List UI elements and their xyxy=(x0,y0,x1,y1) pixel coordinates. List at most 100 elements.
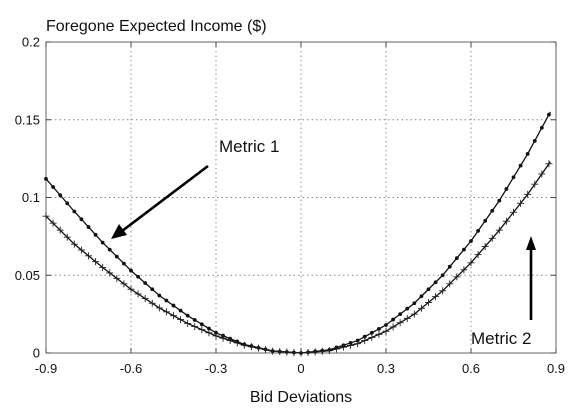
x-tick-label: -0.9 xyxy=(35,361,57,376)
metric-2-point xyxy=(368,333,376,341)
y-tick-label: 0 xyxy=(33,346,40,361)
x-tick-label: 0.3 xyxy=(377,361,395,376)
metric-2-point xyxy=(439,287,447,295)
axis-ticks: -0.9 -0.6 -0.3 0 0.3 0.6 0.9 0 0.05 0.1 0.15 0.2 xyxy=(15,35,565,377)
metric-1-arrow-head xyxy=(111,224,127,239)
metric-2-point xyxy=(269,347,277,355)
y-tick-label: 0.2 xyxy=(22,35,40,50)
metric-1-point xyxy=(185,313,190,318)
metric-1-point xyxy=(469,239,473,243)
metric-2-point xyxy=(311,348,319,356)
metric-1-point xyxy=(377,326,381,331)
metric-1-arrow-shaft xyxy=(121,164,209,233)
metric-2-point xyxy=(233,339,241,347)
metric-1-point xyxy=(447,264,452,269)
metric-1-point xyxy=(504,187,509,191)
metric-2-arrow-head xyxy=(526,236,536,250)
metric-2-point xyxy=(77,246,85,254)
chart-title: Foregone Expected Income ($) xyxy=(46,18,267,35)
metric-1-point xyxy=(192,318,197,322)
metric-2-point xyxy=(347,341,355,349)
metric-1-point xyxy=(497,198,502,203)
metric-2-point xyxy=(460,266,468,274)
metric-2-point xyxy=(191,323,199,331)
y-tick-label: 0.05 xyxy=(15,268,40,283)
metric-1-point xyxy=(150,287,155,292)
metric-2-point xyxy=(134,290,142,298)
metric-1-point xyxy=(384,323,388,327)
metric-2-series xyxy=(42,160,553,357)
metric-1-point xyxy=(171,303,176,308)
metric-1-point xyxy=(44,176,48,181)
metric-2-point xyxy=(141,295,149,303)
metric-1-point xyxy=(426,287,431,292)
x-tick-label: -0.3 xyxy=(205,361,227,376)
metric-2-point xyxy=(240,341,248,349)
metric-1-point xyxy=(405,306,410,311)
metric-2-point xyxy=(524,190,532,198)
metric-1-point xyxy=(433,280,438,285)
metric-2-point xyxy=(42,212,50,220)
metric-2-point xyxy=(177,316,185,324)
metric-2-point xyxy=(467,259,475,267)
metric-1-point xyxy=(58,193,63,198)
metric-1-point xyxy=(178,308,183,313)
metric-1-point xyxy=(143,281,148,285)
metric-2-point xyxy=(531,180,539,188)
metric-2-point xyxy=(389,323,397,331)
metric-2-point xyxy=(403,314,411,322)
metric-2-point xyxy=(354,340,362,348)
metric-2-point xyxy=(481,242,489,250)
metric-1-point xyxy=(440,273,445,278)
metric-1-point xyxy=(65,201,70,206)
metric-2-point xyxy=(212,332,220,340)
metric-2-point xyxy=(198,326,206,334)
metric-2-point xyxy=(120,280,128,288)
metric-2-point xyxy=(396,319,404,327)
metric-1-point xyxy=(136,274,140,279)
metric-2-point xyxy=(332,345,340,353)
metric-1-point xyxy=(511,175,516,180)
metric-2-line xyxy=(45,161,551,354)
metric-2-point xyxy=(432,293,440,301)
metric-1-point xyxy=(72,209,77,214)
metric-2-point xyxy=(545,160,553,168)
metric-1-point xyxy=(164,298,169,303)
x-tick-label: -0.6 xyxy=(120,361,142,376)
metric-2-point xyxy=(255,344,262,352)
metric-1-point xyxy=(462,247,466,252)
metric-1-point xyxy=(122,261,126,266)
metric-2-point xyxy=(162,308,170,316)
metric-2-point xyxy=(148,299,156,307)
metric-2-point xyxy=(517,199,525,207)
metric-2-annotation: Metric 2 xyxy=(471,329,531,348)
annotations: Metric 1 Metric 2 xyxy=(111,137,536,348)
metric-2-point xyxy=(325,347,333,355)
metric-1-point xyxy=(412,301,417,306)
metric-2-point xyxy=(410,310,418,318)
x-tick-label: 0.9 xyxy=(547,361,565,376)
metric-1-point xyxy=(398,312,403,317)
metric-2-point xyxy=(382,327,390,335)
metric-1-point xyxy=(547,112,551,117)
metric-1-point xyxy=(51,185,55,189)
metric-1-point xyxy=(518,163,523,168)
metric-1-point xyxy=(114,254,119,259)
metric-2-point xyxy=(155,304,163,312)
metric-2-point xyxy=(127,285,135,293)
metric-1-point xyxy=(490,208,495,213)
metric-1-point xyxy=(199,322,204,327)
metric-1-point xyxy=(107,247,112,252)
metric-1-point xyxy=(79,217,84,222)
metric-2-point xyxy=(340,343,347,351)
metric-1-point xyxy=(454,256,459,261)
metric-2-point xyxy=(502,217,510,225)
y-tick-label: 0.15 xyxy=(15,112,40,127)
metric-2-point xyxy=(85,252,92,260)
x-tick-label: 0.6 xyxy=(462,361,480,376)
metric-2-point xyxy=(276,348,284,356)
metric-2-point xyxy=(474,251,482,259)
metric-1-point xyxy=(419,294,424,299)
